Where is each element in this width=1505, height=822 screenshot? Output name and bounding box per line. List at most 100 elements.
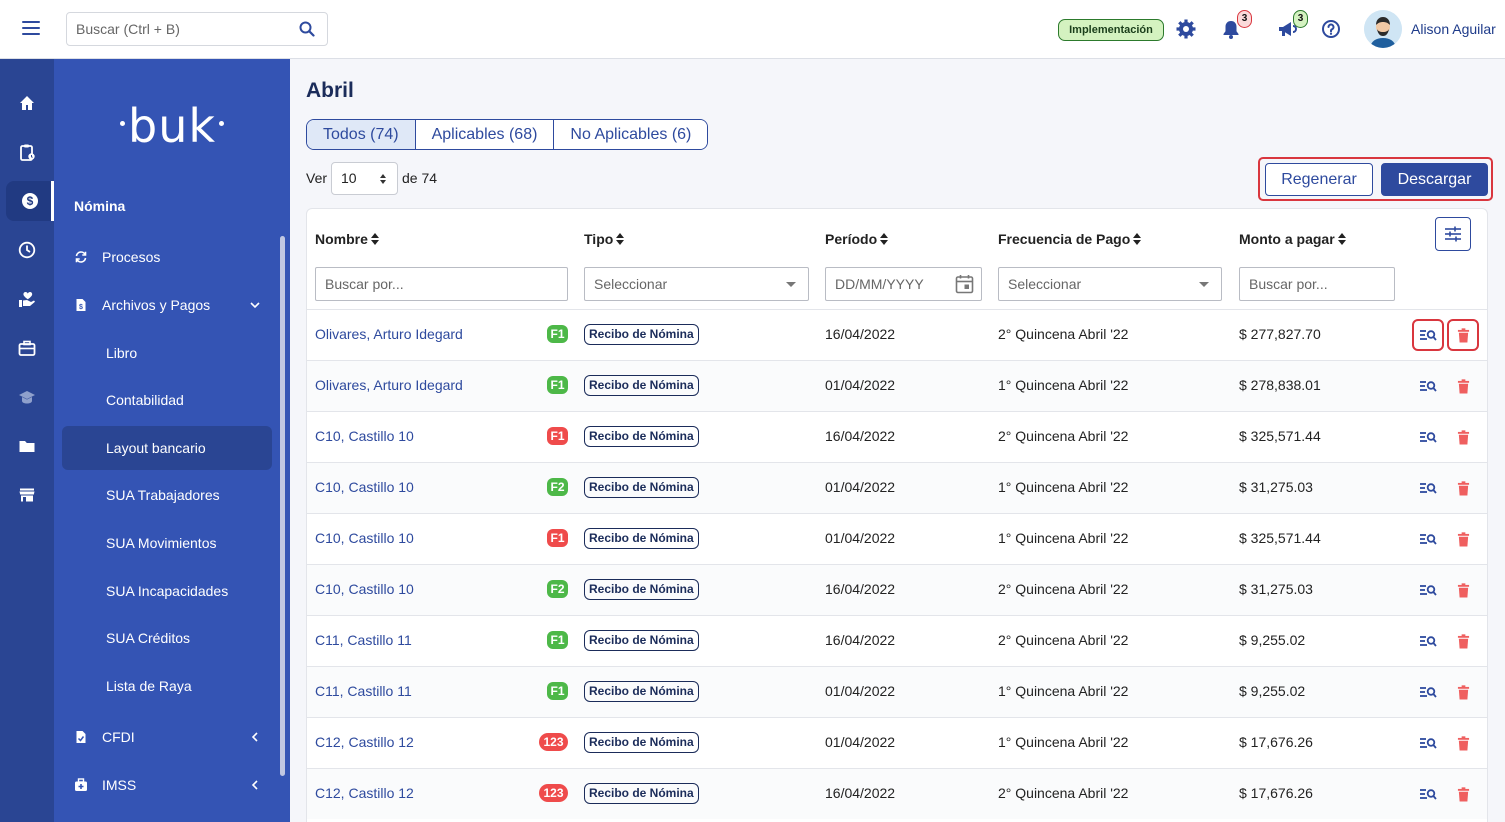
- view-detail-button[interactable]: [1412, 523, 1444, 555]
- tab-no-aplicables[interactable]: No Aplicables (6): [554, 120, 708, 149]
- employee-name-link[interactable]: C10, Castillo 10: [315, 479, 414, 495]
- sidebar-item-sua-incapacidades[interactable]: SUA Incapacidades: [62, 569, 272, 613]
- regenerate-button[interactable]: Regenerar: [1265, 163, 1373, 196]
- view-detail-button[interactable]: [1412, 574, 1444, 606]
- dollar-icon[interactable]: $: [6, 181, 54, 221]
- tab-aplicables[interactable]: Aplicables (68): [415, 120, 555, 149]
- help-icon[interactable]: [1320, 18, 1342, 40]
- periodo-cell: 16/04/2022: [825, 581, 896, 597]
- menu-icon[interactable]: [22, 21, 40, 37]
- status-badge: F1: [547, 631, 568, 649]
- employee-name-link[interactable]: C12, Castillo 12: [315, 785, 414, 801]
- filter-tabs: Todos (74) Aplicables (68) No Aplicables…: [306, 119, 709, 150]
- sidebar-item-label: IMSS: [102, 777, 137, 793]
- periodo-cell: 16/04/2022: [825, 428, 896, 444]
- top-bar: Implementación 3 3 Alison Aguilar: [0, 0, 1505, 59]
- download-button[interactable]: Descargar: [1381, 163, 1488, 196]
- folder-icon[interactable]: [0, 426, 54, 466]
- hand-heart-icon[interactable]: [0, 279, 54, 319]
- document-type-tag: Recibo de Nómina: [584, 528, 699, 549]
- clipboard-icon[interactable]: [0, 132, 54, 172]
- graduation-cap-icon[interactable]: [0, 377, 54, 417]
- table-row: C12, Castillo 12 123 Recibo de Nómina 01/04…: [307, 717, 1487, 768]
- gear-icon[interactable]: [1175, 18, 1197, 40]
- table-row: C10, Castillo 10 F1 Recibo de Nómina 16/04/…: [307, 411, 1487, 462]
- megaphone-icon[interactable]: 3: [1276, 10, 1308, 40]
- tab-todos[interactable]: Todos (74): [307, 120, 416, 149]
- column-header-monto[interactable]: Monto a pagar: [1239, 231, 1346, 247]
- column-header-frecuencia[interactable]: Frecuencia de Pago: [998, 231, 1142, 247]
- column-header-nombre[interactable]: Nombre: [315, 231, 379, 247]
- delete-button[interactable]: [1447, 421, 1479, 453]
- delete-button[interactable]: [1447, 472, 1479, 504]
- buk-logo[interactable]: buk: [120, 99, 224, 153]
- employee-name-link[interactable]: C12, Castillo 12: [315, 734, 414, 750]
- sidebar-item-sua-movimientos[interactable]: SUA Movimientos: [62, 521, 272, 565]
- view-detail-button[interactable]: [1412, 421, 1444, 453]
- sidebar-item-label: Libro: [106, 345, 138, 361]
- search-input[interactable]: [67, 13, 287, 45]
- view-detail-button[interactable]: [1412, 625, 1444, 657]
- delete-button[interactable]: [1447, 727, 1479, 759]
- table-row: C11, Castillo 11 F1 Recibo de Nómina 16/04/…: [307, 615, 1487, 666]
- sidebar-item-lista-de-raya[interactable]: Lista de Raya: [62, 664, 272, 708]
- sort-icon: [1337, 233, 1346, 245]
- monto-cell: $ 9,255.02: [1239, 632, 1306, 648]
- avatar[interactable]: [1364, 10, 1402, 48]
- column-header-periodo[interactable]: Período: [825, 231, 889, 247]
- column-header-tipo[interactable]: Tipo: [584, 231, 625, 247]
- document-type-tag: Recibo de Nómina: [584, 681, 699, 702]
- search-icon[interactable]: [299, 21, 315, 37]
- briefcase-icon[interactable]: [0, 328, 54, 368]
- store-icon[interactable]: [0, 475, 54, 515]
- clock-icon[interactable]: [0, 230, 54, 270]
- user-name[interactable]: Alison Aguilar: [1411, 21, 1496, 37]
- monto-filter-input[interactable]: [1239, 267, 1395, 301]
- delete-button[interactable]: [1447, 574, 1479, 606]
- sidebar-item-sua-creditos[interactable]: SUA Créditos: [62, 616, 272, 660]
- periodo-filter-input[interactable]: DD/MM/YYYY: [825, 267, 982, 301]
- tipo-filter-select[interactable]: Seleccionar: [584, 267, 809, 301]
- delete-button[interactable]: [1447, 319, 1479, 351]
- calendar-icon[interactable]: [955, 274, 974, 294]
- delete-button[interactable]: [1447, 778, 1479, 810]
- delete-button[interactable]: [1447, 370, 1479, 402]
- section-title: Nómina: [74, 198, 126, 214]
- employee-name-link[interactable]: C10, Castillo 10: [315, 530, 414, 546]
- delete-button[interactable]: [1447, 625, 1479, 657]
- sidebar-item-sua-trabajadores[interactable]: SUA Trabajadores: [62, 473, 272, 517]
- employee-name-link[interactable]: Olivares, Arturo Idegard: [315, 377, 463, 393]
- employee-name-link[interactable]: C11, Castillo 11: [315, 683, 412, 699]
- columns-settings-button[interactable]: [1435, 217, 1471, 251]
- delete-button[interactable]: [1447, 523, 1479, 555]
- employee-name-link[interactable]: Olivares, Arturo Idegard: [315, 326, 463, 342]
- sidebar-item-layout-bancario[interactable]: Layout bancario: [62, 426, 272, 470]
- employee-name-link[interactable]: C10, Castillo 10: [315, 428, 414, 444]
- sidebar-item-libro[interactable]: Libro: [62, 331, 272, 375]
- sidebar-item-procesos[interactable]: Procesos: [62, 235, 272, 279]
- view-detail-button[interactable]: [1412, 472, 1444, 504]
- per-page-select[interactable]: 10: [331, 162, 398, 195]
- file-icon: [74, 730, 88, 744]
- sidebar-item-cfdi[interactable]: CFDI: [62, 715, 272, 759]
- monto-cell: $ 278,838.01: [1239, 377, 1321, 393]
- view-detail-button[interactable]: [1412, 727, 1444, 759]
- employee-name-link[interactable]: C10, Castillo 10: [315, 581, 414, 597]
- employee-name-link[interactable]: C11, Castillo 11: [315, 632, 412, 648]
- sidebar-scrollbar[interactable]: [280, 236, 285, 776]
- notifications-badge: 3: [1237, 10, 1252, 28]
- bell-icon[interactable]: 3: [1220, 10, 1252, 40]
- view-detail-button[interactable]: [1412, 676, 1444, 708]
- view-detail-button[interactable]: [1412, 370, 1444, 402]
- sidebar-item-archivos-pagos[interactable]: $ Archivos y Pagos: [62, 283, 272, 327]
- frecuencia-filter-select[interactable]: Seleccionar: [998, 267, 1222, 301]
- home-icon[interactable]: [0, 83, 54, 123]
- nombre-filter-input[interactable]: [315, 267, 568, 301]
- delete-button[interactable]: [1447, 676, 1479, 708]
- view-detail-button[interactable]: [1412, 778, 1444, 810]
- document-type-tag: Recibo de Nómina: [584, 630, 699, 651]
- monto-cell: $ 325,571.44: [1239, 428, 1321, 444]
- sidebar-item-imss[interactable]: IMSS: [62, 763, 272, 807]
- view-detail-button[interactable]: [1412, 319, 1444, 351]
- sidebar-item-contabilidad[interactable]: Contabilidad: [62, 378, 272, 422]
